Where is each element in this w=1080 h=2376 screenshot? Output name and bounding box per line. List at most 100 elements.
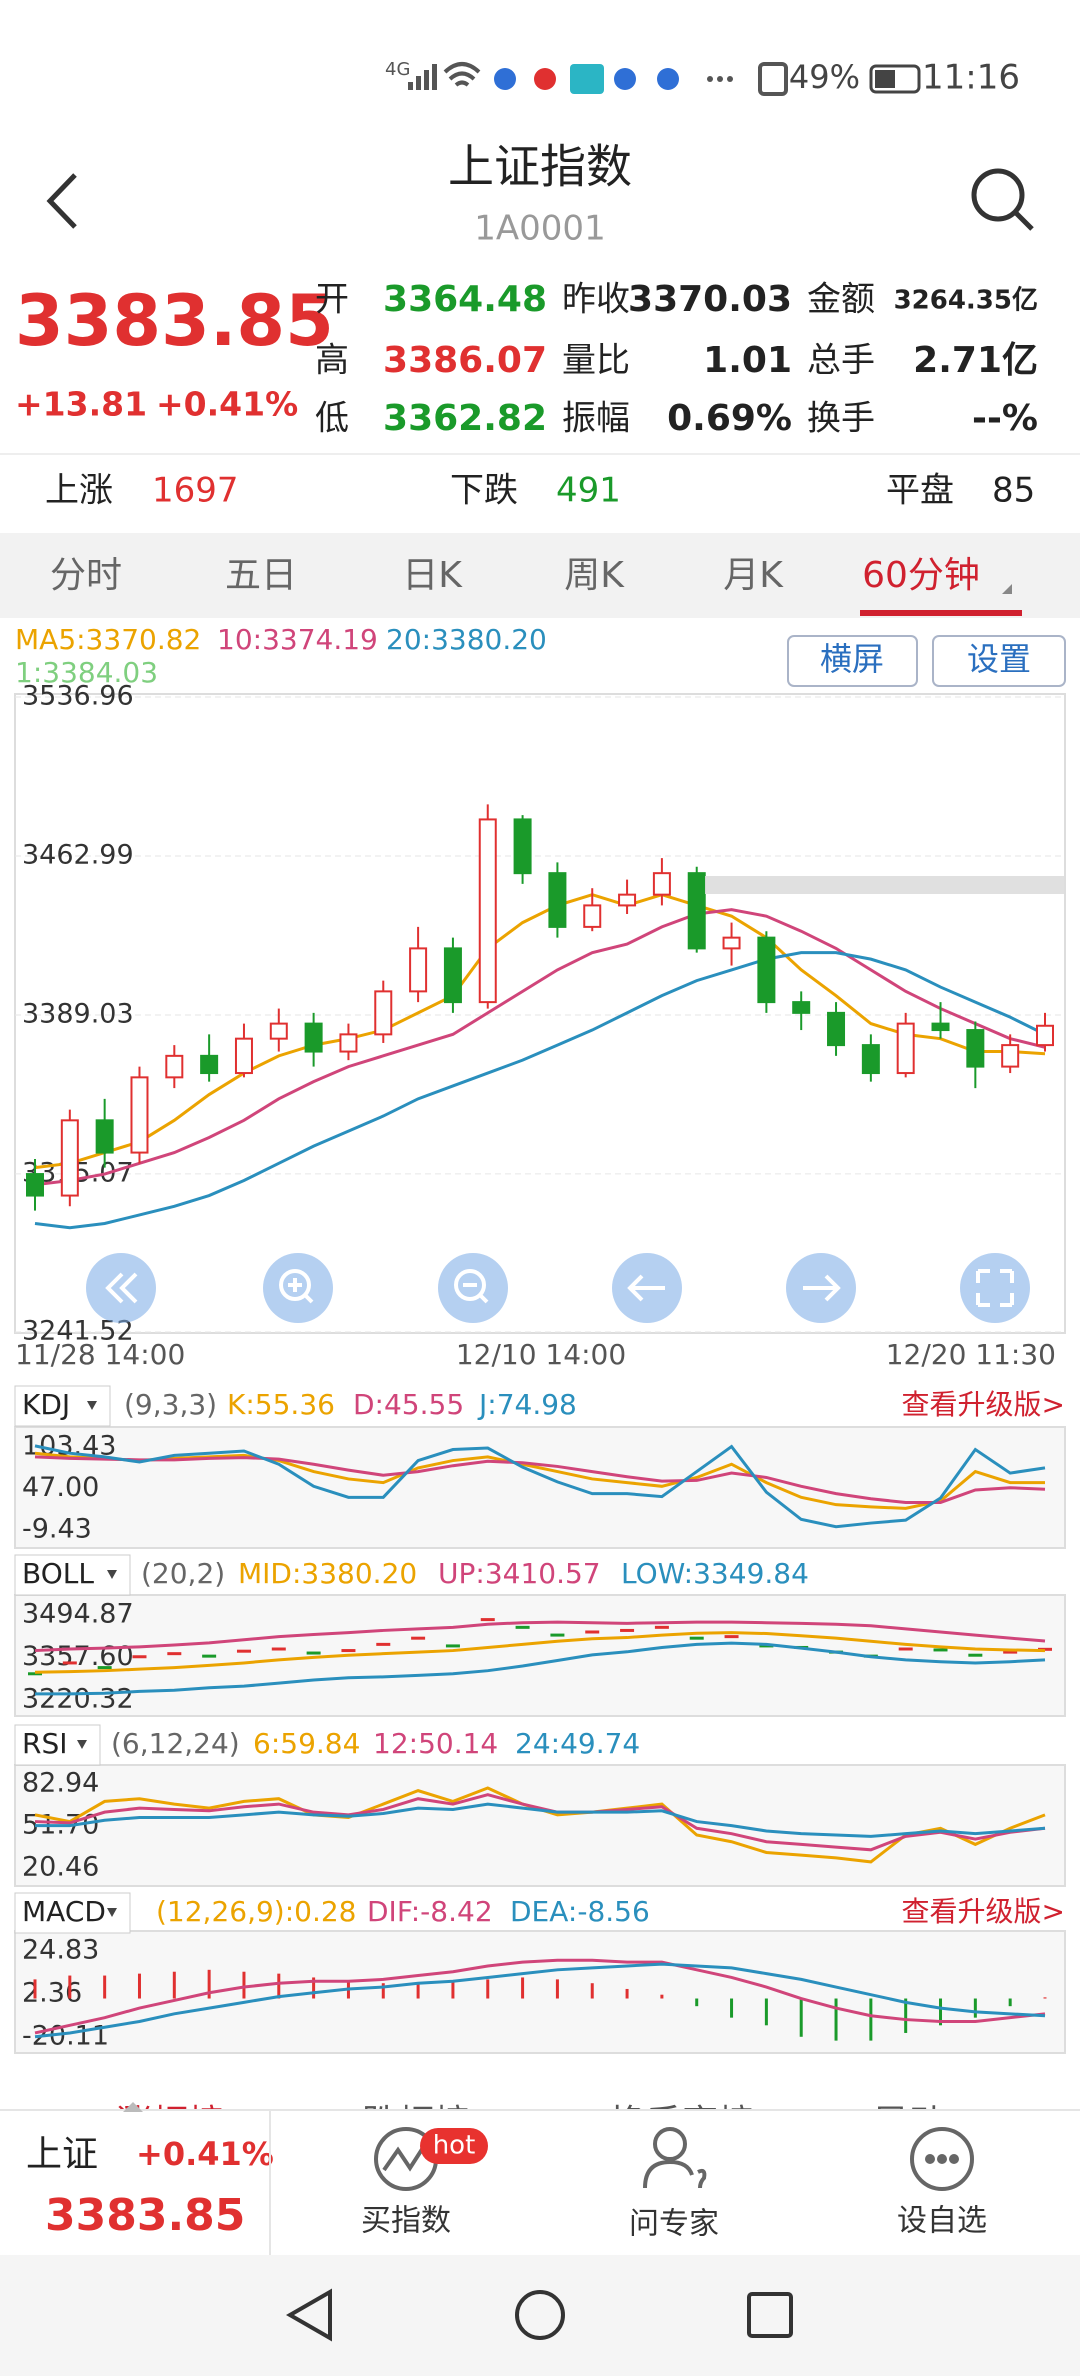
zoom-out-button[interactable] (438, 1253, 508, 1323)
indicator-dropdown (107, 1908, 117, 1917)
candle-body (757, 936, 776, 1004)
candle-body (722, 936, 741, 950)
candle-body (1001, 1044, 1020, 1068)
period-tab[interactable]: 分时 (50, 555, 122, 596)
change: +13.81 (15, 385, 147, 424)
period-tab[interactable]: 日K (402, 555, 463, 596)
candle-body (513, 818, 532, 875)
candle-body (374, 990, 393, 1036)
nav-recent[interactable] (747, 2292, 793, 2338)
candle-body (583, 904, 602, 928)
indicator-params: (9,3,3) (124, 1388, 217, 1421)
legend-item: 10:3374.19 (217, 623, 378, 656)
candle-body (687, 872, 706, 950)
breadth-label: 下跌 (450, 471, 518, 511)
indicator-line (34, 893, 1046, 1170)
period-tab[interactable]: 月K (723, 555, 784, 596)
indicator-line (34, 1962, 1046, 2039)
field-value: 1.01 (703, 340, 792, 381)
indicator-selector[interactable] (14, 1385, 111, 1427)
candle-body (130, 1076, 149, 1154)
field-value: 3362.82 (383, 398, 547, 439)
chart-button-label[interactable]: 横屏 (820, 640, 884, 678)
x-tick-label: 12/10 14:00 (456, 1338, 626, 1371)
legend-item: DEA:-8.56 (510, 1895, 650, 1928)
period-tab[interactable]: 周K (564, 555, 625, 596)
candle-body (339, 1033, 358, 1053)
price: 3383.85 (15, 280, 334, 362)
candle-body (548, 872, 567, 928)
nav-back[interactable] (285, 2288, 332, 2342)
back-button[interactable] (46, 173, 77, 229)
settings-button[interactable] (932, 635, 1066, 687)
search-button[interactable] (971, 168, 1034, 231)
candle-body (827, 1011, 846, 1047)
legend-item: 1:3384.03 (15, 656, 158, 689)
tab-dropdown (1002, 584, 1012, 594)
zoom-in-button[interactable] (263, 1253, 333, 1323)
boll-frame (14, 1594, 1066, 1717)
period-tab[interactable]: 60分钟 (862, 555, 980, 596)
landscape-button[interactable] (787, 635, 918, 687)
candle-body (60, 1119, 79, 1197)
period-tab[interactable]: 五日 (225, 555, 297, 596)
y-tick-label: 47.00 (22, 1472, 99, 1503)
indicator-selector[interactable] (14, 1724, 101, 1766)
buy-index[interactable]: 买指数 (361, 2204, 451, 2239)
legend-item: MA5:3370.82 (15, 623, 201, 656)
macd-frame (14, 1930, 1066, 2054)
candle-body (966, 1029, 985, 1068)
indicator-name: MACD (22, 1895, 106, 1928)
hot-badge (420, 2128, 488, 2164)
upgrade-link[interactable]: 查看升级版> (902, 1388, 1065, 1421)
page-title: 上证指数 (448, 140, 632, 194)
wifi-icon (443, 62, 481, 87)
indicator-line (34, 951, 1046, 1230)
y-tick-label: 3462.99 (22, 839, 134, 870)
active-tab-indicator (860, 610, 1022, 616)
indicator-name: RSI (22, 1727, 68, 1760)
bottom-bar (0, 2110, 1080, 2255)
ask-expert[interactable]: 问专家 (629, 2207, 719, 2242)
y-tick-label: 3220.32 (22, 1684, 134, 1715)
field-value: 3364.48 (383, 279, 547, 320)
expand-arrow[interactable] (123, 2102, 143, 2112)
chart-button-label[interactable]: 设置 (967, 640, 1031, 678)
x-tick-label: 11/28 14:00 (15, 1338, 185, 1371)
y-tick-label: 2.36 (22, 1978, 82, 2009)
battery-icon (869, 64, 921, 94)
fullscreen-button[interactable] (960, 1253, 1030, 1323)
candle-body (26, 1173, 44, 1197)
tab-bar (0, 533, 1080, 618)
field-label: 换手 (807, 399, 875, 439)
y-tick-label: 3494.87 (22, 1599, 134, 1630)
indicator-params: (6,12,24) (111, 1727, 240, 1760)
y-tick-label: 3536.96 (22, 681, 134, 712)
candle-body (792, 1001, 811, 1014)
candle-body (95, 1119, 114, 1154)
indicator-line (34, 1444, 1046, 1529)
add-watchlist[interactable]: 设自选 (897, 2204, 987, 2239)
candle-body (269, 1022, 288, 1040)
legend-item: 20:3380.20 (386, 623, 547, 656)
field-label: 低 (315, 399, 349, 439)
candle-body (931, 1022, 950, 1032)
y-tick-label: 20.46 (22, 1852, 99, 1883)
battery-level (875, 70, 895, 88)
candle-body (165, 1054, 184, 1079)
breadth-value: 491 (556, 471, 621, 511)
field-value: 2.71亿 (913, 340, 1038, 381)
breadth-label: 平盘 (886, 471, 954, 511)
candle-body (200, 1054, 219, 1075)
network: 4G (385, 59, 410, 80)
indicator-line (34, 1958, 1046, 2035)
upgrade-link[interactable]: 查看升级版> (902, 1895, 1065, 1928)
zoom-glyphs (105, 1269, 1014, 1307)
y-tick-label: 82.94 (22, 1768, 99, 1799)
indicator-dropdown (77, 1740, 87, 1749)
candle-body (1036, 1024, 1054, 1047)
indicator-line (34, 1620, 1046, 1653)
nav-home[interactable] (515, 2290, 565, 2340)
candle-body (304, 1022, 323, 1053)
